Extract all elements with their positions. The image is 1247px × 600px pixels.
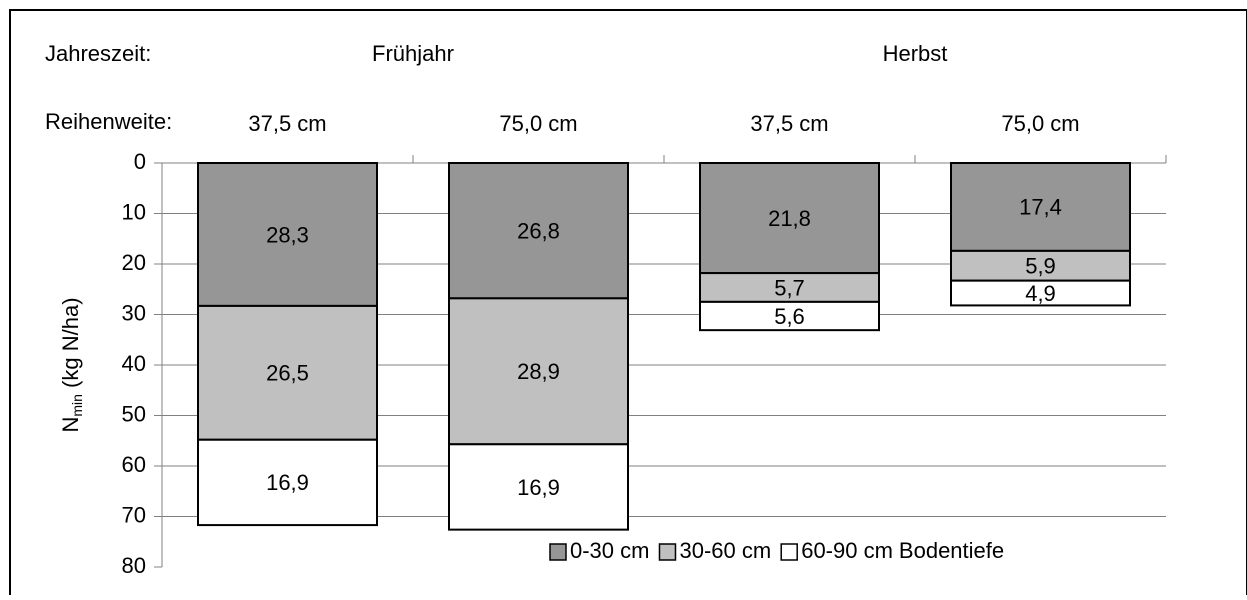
value-label: 5,9 bbox=[1025, 254, 1056, 279]
bar-segment bbox=[950, 279, 1131, 307]
y-axis-label: Nmin (kg N/ha) bbox=[58, 297, 85, 432]
y-tick-label: 60 bbox=[122, 452, 146, 477]
bar-segment bbox=[197, 438, 378, 527]
bar-segment bbox=[448, 443, 629, 531]
legend-suffix: Bodentiefe bbox=[899, 538, 1004, 563]
legend-swatch bbox=[549, 543, 567, 561]
value-label: 4,9 bbox=[1025, 281, 1056, 306]
group-label: Herbst bbox=[883, 41, 948, 66]
y-tick-label: 0 bbox=[134, 149, 146, 174]
value-label: 28,9 bbox=[517, 359, 560, 384]
value-label: 5,7 bbox=[774, 275, 805, 300]
value-label: 26,8 bbox=[517, 218, 560, 243]
legend-swatch bbox=[780, 543, 798, 561]
y-tick-label: 20 bbox=[122, 250, 146, 275]
bar-segment bbox=[197, 304, 378, 441]
y-label-rest: (kg N/ha) bbox=[58, 297, 83, 394]
value-label: 5,6 bbox=[774, 304, 805, 329]
bar-segment bbox=[699, 162, 880, 275]
value-label: 17,4 bbox=[1019, 195, 1062, 220]
legend-label: 60-90 cm bbox=[801, 538, 893, 563]
value-label: 16,9 bbox=[266, 470, 309, 495]
x-tick-label: 37,5 cm bbox=[248, 111, 326, 136]
bar-segment bbox=[699, 300, 880, 332]
value-label: 21,8 bbox=[768, 206, 811, 231]
legend-bg bbox=[546, 537, 1166, 567]
y-label-sub: min bbox=[69, 394, 85, 417]
row-label: Reihenweite: bbox=[45, 109, 172, 134]
bar-segment bbox=[197, 162, 378, 307]
y-tick-label: 70 bbox=[122, 502, 146, 527]
legend-swatch bbox=[658, 543, 677, 561]
value-label: 26,5 bbox=[266, 361, 309, 386]
bar-segment bbox=[448, 162, 629, 300]
bar-segment bbox=[950, 249, 1131, 282]
y-tick-label: 40 bbox=[122, 351, 146, 376]
y-tick-label: 80 bbox=[122, 553, 146, 578]
y-label-base: N bbox=[58, 417, 83, 433]
legend-label: 30-60 cm bbox=[679, 538, 771, 563]
bar-segment bbox=[448, 297, 629, 446]
value-label: 28,3 bbox=[266, 222, 309, 247]
x-tick-label: 37,5 cm bbox=[750, 111, 828, 136]
bar-segment bbox=[950, 162, 1131, 252]
x-tick-label: 75,0 cm bbox=[499, 111, 577, 136]
y-tick-label: 30 bbox=[122, 300, 146, 325]
value-label: 16,9 bbox=[517, 475, 560, 500]
legend-label: 0-30 cm bbox=[570, 538, 649, 563]
row-label: Jahreszeit: bbox=[45, 41, 151, 66]
y-tick-label: 10 bbox=[122, 199, 146, 224]
x-tick-label: 75,0 cm bbox=[1001, 111, 1079, 136]
bar-segment bbox=[699, 272, 880, 303]
group-label: Frühjahr bbox=[372, 41, 454, 66]
y-tick-label: 50 bbox=[122, 401, 146, 426]
